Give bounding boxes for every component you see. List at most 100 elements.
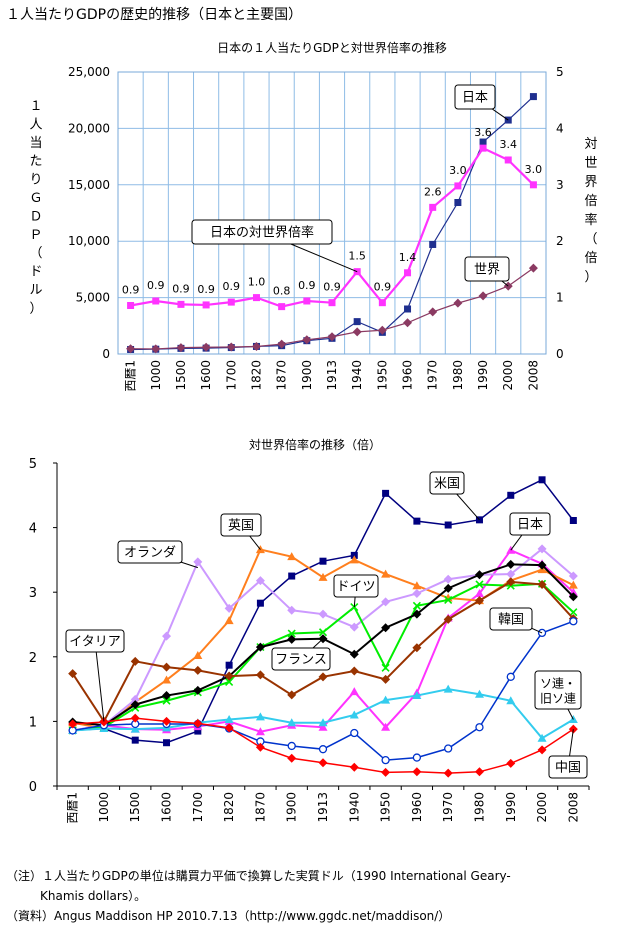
chart2-point <box>381 767 391 777</box>
chart2-point <box>287 690 297 700</box>
chart2-point <box>537 628 547 638</box>
chart2-callout-italy-label: イタリア <box>69 635 120 650</box>
chart1-ylabel-left: １ 人当たりＧＤＰ （ ドル ） <box>29 99 42 316</box>
chart1-ytick-left: 20,000 <box>68 121 110 135</box>
chart2-callout-germany: ドイツ <box>333 574 379 608</box>
chart2-point <box>382 489 390 497</box>
chart2-point <box>193 718 203 728</box>
chart1-point <box>478 291 488 301</box>
chart1-data-label: 0.9 <box>172 282 190 295</box>
chart2-point <box>287 741 296 751</box>
chart2-point <box>99 717 109 727</box>
chart2-point <box>349 762 359 772</box>
chart2-xtick: 1970 <box>441 792 455 823</box>
chart2-point <box>318 609 328 619</box>
chart1-series-1 <box>126 263 538 354</box>
chart1-point <box>176 343 186 353</box>
chart-japan-gdp: 日本の１人当たりGDPと対世界倍率の推移05,00010,00015,00020… <box>29 40 597 392</box>
chart1-point <box>529 181 537 189</box>
chart1-data-label: 3.6 <box>474 126 492 139</box>
chart2-point <box>255 742 265 752</box>
chart2-point <box>537 733 547 742</box>
chart1-data-label: 3.0 <box>525 163 543 176</box>
chart2-xtick: 2008 <box>566 792 580 823</box>
chart1-point <box>303 297 311 305</box>
chart1-xtick: 1000 <box>149 360 163 391</box>
chart1-point <box>201 342 211 352</box>
source-note: （資料）Angus Maddison HP 2010.7.13（http://w… <box>6 909 451 923</box>
chart2-point <box>350 602 359 612</box>
chart2-point <box>443 574 453 584</box>
chart2-point <box>537 560 547 570</box>
chart1-ylabel-left-char: 人 <box>29 117 42 132</box>
chart2-series-0 <box>69 476 577 747</box>
chart1-ytick-right: 4 <box>556 121 564 135</box>
chart1-callout-japan: 日本 <box>454 84 509 121</box>
chart1-ylabel-left-char: ド <box>29 265 42 280</box>
note-unit-cont: Khamis dollars）。 <box>40 889 147 903</box>
chart2-point <box>349 622 359 632</box>
chart1-xtick: 1600 <box>199 360 213 391</box>
chart1-point <box>403 318 413 328</box>
chart2-xtick: 1960 <box>410 792 424 823</box>
chart1-point <box>529 93 537 101</box>
chart2-point <box>537 544 547 554</box>
chart1-callout-world-box <box>464 256 510 282</box>
chart2-point <box>475 516 483 524</box>
chart1-ylabel-right-char: （ <box>584 232 597 247</box>
chart2-point <box>537 579 547 589</box>
chart2-callout-japan-box <box>509 512 551 536</box>
chart2-ytick: 0 <box>29 780 37 795</box>
chart1-xtick: 西暦1 <box>124 360 138 392</box>
chart2-xtick: 1600 <box>160 792 174 823</box>
chart2-point <box>474 767 484 777</box>
chart1-callout-world: 世界 <box>464 256 510 287</box>
chart2-xtick: 1900 <box>285 792 299 823</box>
chart2-point <box>569 608 578 617</box>
chart1-point <box>126 344 136 354</box>
chart2-xtick: 1980 <box>472 792 486 823</box>
chart2-point <box>255 642 265 652</box>
chart2-point <box>412 609 422 619</box>
chart1-data-label: 0.9 <box>374 281 392 294</box>
chart2-point <box>349 710 359 719</box>
chart1-point <box>127 301 135 309</box>
chart2-series-7 <box>68 684 578 742</box>
chart1-data-label: 2.6 <box>424 185 442 198</box>
chart2-point <box>506 696 516 705</box>
chart2-callout-usa: 米国 <box>429 471 480 521</box>
chart2-callout-italy: イタリア <box>65 629 125 722</box>
chart1-callout-japan-box <box>454 84 496 110</box>
chart2-point <box>193 651 203 660</box>
chart2-point <box>287 552 297 561</box>
chart1-xtick: 1870 <box>275 360 289 391</box>
chart2-callout-korea: 韓国 <box>489 607 543 634</box>
chart2-point <box>162 691 172 701</box>
chart1-ylabel-left-char: Ｄ <box>29 209 42 224</box>
chart2-point <box>412 588 422 598</box>
chart1-point <box>404 305 412 313</box>
chart2-point <box>131 736 139 744</box>
chart2-point <box>349 649 359 659</box>
chart1-ylabel-left-char: 当 <box>29 136 42 151</box>
chart1-point <box>226 342 236 352</box>
chart2-point <box>256 599 264 607</box>
chart2-ytick: 1 <box>29 715 37 730</box>
chart2-ytick: 5 <box>29 457 37 472</box>
chart1-ytick-right: 0 <box>556 347 564 361</box>
chart1-ylabel-left-char: ） <box>29 301 42 316</box>
chart2-callout-ussr-label: ソ連・旧ソ連 <box>540 677 576 706</box>
chart2-callout-italy-pointer <box>94 640 105 722</box>
chart1-ytick-right: 5 <box>556 65 564 79</box>
chart1-grid <box>118 71 546 354</box>
chart2-point <box>288 572 296 580</box>
chart2-point <box>474 588 484 597</box>
chart1-xtick: 1913 <box>325 360 339 391</box>
chart1-point <box>454 199 462 207</box>
chart1-data-label: 0.9 <box>323 281 341 294</box>
chart1-point <box>152 297 160 305</box>
chart2-callout-uk-label: 英国 <box>228 519 254 534</box>
chart2-point <box>475 580 484 589</box>
chart2-callout-ussr-line1: ソ連・ <box>540 677 576 691</box>
chart2-point <box>475 723 484 732</box>
